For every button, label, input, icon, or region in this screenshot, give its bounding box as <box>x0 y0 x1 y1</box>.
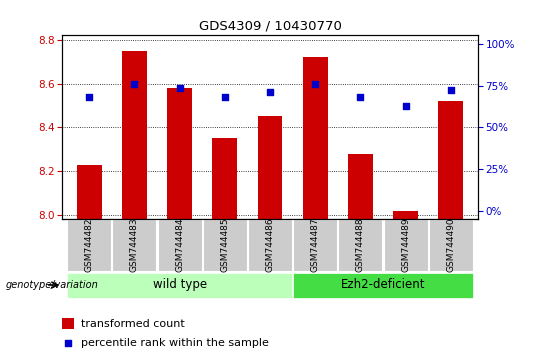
Bar <box>383 219 428 271</box>
Point <box>447 87 455 93</box>
Bar <box>258 116 282 219</box>
Point <box>266 90 274 95</box>
Text: GSM744490: GSM744490 <box>446 218 455 273</box>
Point <box>130 81 139 86</box>
Bar <box>68 219 111 271</box>
Bar <box>438 101 463 219</box>
Bar <box>293 219 337 271</box>
Text: GSM744487: GSM744487 <box>310 218 320 273</box>
Text: wild type: wild type <box>152 278 207 291</box>
Bar <box>293 273 472 298</box>
Point <box>311 81 320 86</box>
Text: GSM744482: GSM744482 <box>85 218 94 272</box>
Text: GSM744484: GSM744484 <box>175 218 184 272</box>
Text: Ezh2-deficient: Ezh2-deficient <box>341 278 425 291</box>
Text: GSM744483: GSM744483 <box>130 218 139 273</box>
Text: percentile rank within the sample: percentile rank within the sample <box>81 338 269 348</box>
Bar <box>77 165 102 219</box>
Text: GSM744486: GSM744486 <box>266 218 274 273</box>
Bar <box>429 219 472 271</box>
Text: genotype/variation: genotype/variation <box>5 280 98 290</box>
Bar <box>68 273 292 298</box>
Bar <box>248 219 292 271</box>
Text: GSM744489: GSM744489 <box>401 218 410 273</box>
Bar <box>348 154 373 219</box>
Bar <box>212 138 237 219</box>
Text: GSM744485: GSM744485 <box>220 218 230 273</box>
Title: GDS4309 / 10430770: GDS4309 / 10430770 <box>199 20 341 33</box>
Point <box>356 94 364 99</box>
Text: transformed count: transformed count <box>81 319 185 329</box>
Bar <box>158 219 201 271</box>
Bar <box>167 88 192 219</box>
Point <box>319 259 327 265</box>
Bar <box>393 211 418 219</box>
Point <box>220 94 229 99</box>
Bar <box>62 318 74 329</box>
Bar <box>303 57 328 219</box>
Bar <box>339 219 382 271</box>
Point <box>176 85 184 91</box>
Bar <box>203 219 247 271</box>
Text: GSM744488: GSM744488 <box>356 218 365 273</box>
Bar <box>122 51 147 219</box>
Bar <box>112 219 157 271</box>
Point <box>85 94 93 99</box>
Point <box>401 103 410 108</box>
